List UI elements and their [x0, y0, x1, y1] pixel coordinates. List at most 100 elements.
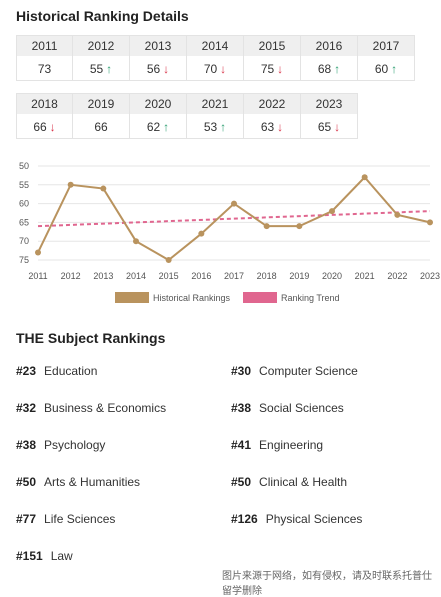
ranking-trend-line — [37, 210, 431, 228]
data-point-2020 — [329, 208, 335, 215]
legend-label-historical: Historical Rankings — [153, 293, 231, 303]
x-tick-label: 2012 — [61, 271, 81, 281]
data-point-2017 — [231, 200, 237, 207]
y-tick-label: 75 — [19, 255, 29, 265]
data-point-2023 — [427, 219, 433, 226]
chart-gridlines — [38, 165, 430, 261]
ranking-year: 2018 — [17, 93, 72, 114]
subject-ranking-item: #32 Business & Economics — [16, 401, 166, 415]
x-tick-label: 2011 — [28, 271, 47, 281]
subject-ranking-item: #151 Law — [16, 549, 73, 563]
x-tick-label: 2020 — [322, 271, 342, 281]
subject-rank: #126 — [231, 512, 258, 526]
subject-ranking-item: #38 Psychology — [16, 438, 105, 452]
arrow-down-icon: ↓ — [49, 120, 56, 134]
ranking-value: 63 ↓ — [260, 120, 284, 134]
ranking-cell-2011: 2011 73 — [16, 35, 73, 81]
ranking-cell-2021: 2021 53 ↑ — [187, 93, 244, 139]
ranking-year: 2017 — [358, 35, 414, 56]
ranking-year: 2015 — [244, 35, 300, 56]
subject-rankings-title: THE Subject Rankings — [16, 330, 166, 346]
data-point-2018 — [263, 223, 270, 230]
ranking-cell-2013: 2013 56 ↓ — [130, 35, 187, 81]
arrow-down-icon: ↓ — [163, 62, 170, 76]
subject-name: Clinical & Health — [259, 475, 348, 489]
ranking-value: 62 ↑ — [146, 120, 170, 134]
ranking-value: 55 ↑ — [89, 62, 113, 76]
subject-name: Life Sciences — [44, 512, 116, 526]
x-tick-label: 2021 — [355, 271, 375, 281]
ranking-value: 66 ↓ — [33, 120, 56, 134]
x-tick-label: 2022 — [387, 271, 407, 281]
x-tick-label: 2019 — [289, 271, 309, 281]
arrow-up-icon: ↑ — [163, 120, 170, 134]
ranking-cell-2012: 2012 55 ↑ — [73, 35, 130, 81]
subject-ranking-item: #126 Physical Sciences — [231, 512, 362, 526]
subject-rank: #77 — [16, 512, 37, 526]
arrow-down-icon: ↓ — [277, 120, 284, 134]
y-tick-label: 55 — [19, 180, 29, 190]
ranking-year: 2013 — [130, 35, 186, 56]
y-tick-label: 60 — [19, 199, 29, 209]
chart-y-axis: 50 55 60 65 70 75 — [19, 161, 29, 265]
ranking-value: 70 ↓ — [203, 62, 227, 76]
ranking-year: 2016 — [301, 35, 357, 56]
ranking-value: 73 — [37, 62, 52, 76]
ranking-table-row-1: 2011 73 2012 55 ↑ 2013 56 ↓ 2014 70 ↓ 2015 75 ↓ 2016 68… — [16, 35, 434, 81]
ranking-cell-2014: 2014 70 ↓ — [187, 35, 244, 81]
data-point-2012 — [67, 181, 74, 188]
y-tick-label: 70 — [19, 236, 29, 246]
arrow-down-icon: ↓ — [277, 62, 284, 76]
ranking-year: 2022 — [244, 93, 300, 114]
data-point-2021 — [361, 174, 368, 181]
ranking-year: 2019 — [73, 93, 129, 114]
ranking-year: 2020 — [130, 93, 186, 114]
watermark-text: 图片来源于网络，如有侵权，请及时联系托普仕留学删除 — [222, 571, 432, 597]
subject-name: Psychology — [44, 438, 106, 452]
arrow-down-icon: ↓ — [220, 62, 227, 76]
subject-name: Education — [44, 364, 98, 378]
y-tick-label: 65 — [19, 217, 29, 227]
data-point-2022 — [394, 211, 401, 218]
ranking-cell-2015: 2015 75 ↓ — [244, 35, 301, 81]
ranking-value: 53 ↑ — [203, 120, 227, 134]
chart-x-axis: 2011 2012 2013 2014 2015 2016 2017 2018 2019 2020… — [28, 271, 440, 281]
data-point-2019 — [296, 223, 303, 230]
chart-legend[interactable]: Historical Rankings Ranking Trend — [115, 292, 340, 303]
ranking-cell-2016: 2016 68 ↑ — [301, 35, 358, 81]
subject-ranking-item: #30 Computer Science — [231, 364, 358, 378]
historical-rankings-title: Historical Ranking Details — [16, 8, 189, 24]
subject-rank: #41 — [231, 438, 252, 452]
x-tick-label: 2023 — [420, 271, 440, 281]
legend-swatch-trend — [243, 292, 277, 303]
y-tick-label: 50 — [19, 161, 29, 171]
subject-name: Business & Economics — [44, 401, 167, 415]
arrow-down-icon: ↓ — [334, 120, 341, 134]
subject-ranking-item: #50 Clinical & Health — [231, 475, 347, 489]
subject-name: Engineering — [259, 438, 324, 452]
ranking-year: 2021 — [187, 93, 243, 114]
ranking-table-row-2: 2018 66 ↓ 2019 66 2020 62 ↑ 2021 53 ↑ 2022 63 ↓ 2023 65… — [16, 93, 434, 139]
ranking-year: 2011 — [17, 35, 72, 56]
ranking-cell-2023: 2023 65 ↓ — [301, 93, 358, 139]
legend-swatch-historical — [115, 292, 149, 303]
ranking-year: 2014 — [187, 35, 243, 56]
subject-name: Law — [50, 549, 73, 563]
data-point-2013 — [100, 185, 107, 192]
ranking-cell-2019: 2019 66 — [73, 93, 130, 139]
arrow-up-icon: ↑ — [220, 120, 227, 134]
ranking-value: 65 ↓ — [317, 120, 341, 134]
x-tick-label: 2016 — [191, 271, 211, 281]
ranking-value: 75 ↓ — [260, 62, 284, 76]
ranking-value: 66 — [94, 120, 108, 134]
subject-ranking-item: #23 Education — [16, 364, 97, 378]
arrow-up-icon: ↑ — [106, 62, 113, 76]
data-point-2011 — [35, 249, 41, 256]
x-tick-label: 2015 — [159, 271, 179, 281]
historical-rankings-points — [35, 174, 433, 263]
ranking-cell-2020: 2020 62 ↑ — [130, 93, 187, 139]
subject-name: Physical Sciences — [265, 512, 363, 526]
legend-label-trend: Ranking Trend — [281, 293, 340, 303]
x-tick-label: 2013 — [93, 271, 113, 281]
